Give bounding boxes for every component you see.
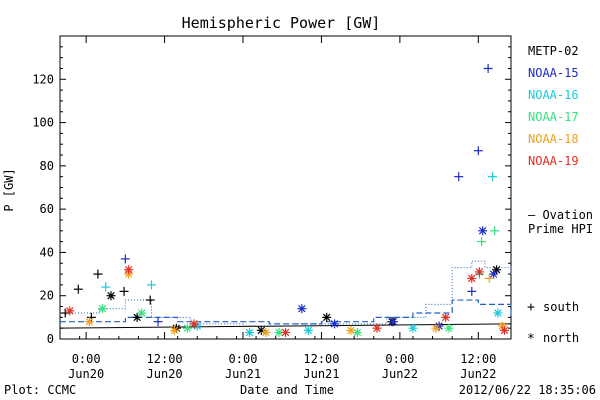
x-tick-date-label: Jun22: [382, 367, 418, 381]
ovation-legend-line1: — Ovation: [528, 208, 593, 222]
x-tick-time-label: 12:00: [303, 352, 339, 366]
legend-entry-noaa-16: NOAA-16: [528, 88, 579, 102]
x-tick-time-label: 12:00: [147, 352, 183, 366]
x-tick-time-label: 0:00: [229, 352, 258, 366]
data-point-noaa-15-north: [489, 269, 499, 279]
x-tick-time-label: 0:00: [72, 352, 101, 366]
north-marker-symbol: *: [527, 332, 535, 347]
data-point-noaa-16-north: [408, 323, 418, 333]
legend-entry-noaa-17: NOAA-17: [528, 110, 579, 124]
data-point-noaa-16-north: [303, 325, 313, 335]
data-point-noaa-15-south: [120, 254, 130, 264]
data-point-noaa-15-north: [478, 226, 488, 236]
legend-entry-noaa-19: NOAA-19: [528, 154, 579, 168]
north-marker-label: north: [543, 331, 579, 345]
data-point-noaa-19-north: [499, 325, 509, 335]
data-point-noaa-18-south: [484, 273, 494, 283]
y-tick-label: 120: [32, 72, 54, 86]
data-point-noaa-15-south: [454, 172, 464, 182]
data-point-metp-02-north: [492, 265, 502, 275]
data-point-noaa-15-north: [330, 319, 340, 329]
data-point-noaa-16-south: [487, 172, 497, 182]
data-point-noaa-17-north: [97, 304, 107, 314]
y-tick-label: 100: [32, 116, 54, 130]
y-tick-label: 40: [40, 245, 54, 259]
x-tick-date-label: Jun22: [460, 367, 496, 381]
data-point-noaa-16-north: [493, 308, 503, 318]
ovation-legend-line2: Prime HPI: [528, 222, 593, 236]
south-marker-label: south: [543, 300, 579, 314]
data-point-noaa-17-north: [444, 323, 454, 333]
data-point-noaa-19-north: [441, 312, 451, 322]
y-tick-label: 80: [40, 159, 54, 173]
data-point-noaa-17-south: [490, 226, 500, 236]
data-point-noaa-19-north: [474, 267, 484, 277]
data-point-noaa-15-north: [297, 304, 307, 314]
data-point-noaa-16-south: [147, 280, 157, 290]
x-tick-time-label: 0:00: [385, 352, 414, 366]
data-point-noaa-15-north: [388, 317, 398, 327]
x-tick-date-label: Jun20: [147, 367, 183, 381]
legend-entry-metp-02: METP-02: [528, 44, 579, 58]
data-point-noaa-18-north: [261, 328, 271, 338]
data-point-noaa-19-north: [65, 306, 75, 316]
data-point-noaa-17-north: [352, 328, 362, 338]
data-point-noaa-16-south: [101, 282, 111, 292]
x-tick-date-label: Jun21: [225, 367, 261, 381]
x-axis: 0:00Jun2012:00Jun200:00Jun2112:00Jun210:…: [59, 36, 512, 381]
south-marker-symbol: +: [527, 300, 535, 315]
data-point-metp-02-north: [106, 291, 116, 301]
legend-entry-noaa-15: NOAA-15: [528, 66, 579, 80]
data-point-noaa-17-north: [137, 308, 147, 318]
data-point-noaa-19-north: [281, 328, 290, 338]
data-point-metp-02-south: [73, 284, 83, 294]
data-point-metp-02-south: [145, 295, 155, 305]
data-point-noaa-19-north: [467, 273, 477, 283]
data-point-noaa-15-south: [467, 286, 477, 296]
data-point-noaa-16-north: [245, 328, 255, 338]
data-point-metp-02-south: [119, 286, 129, 296]
ovation-north-line: [60, 299, 512, 325]
data-point-noaa-17-north: [274, 328, 284, 338]
data-point-noaa-18-north: [169, 325, 179, 335]
x-tick-date-label: Jun20: [68, 367, 104, 381]
series-legend: METP-02 NOAA-15 NOAA-16 NOAA-17 NOAA-18 NOAA-…: [528, 44, 579, 168]
y-axis-label: P [GW]: [2, 168, 16, 211]
footer-plot-credit: Plot: CCMC: [4, 383, 76, 397]
data-point-noaa-19-north: [372, 323, 382, 333]
data-point-noaa-17-south: [477, 237, 487, 247]
footer-timestamp: 2012/06/22 18:35:06: [459, 383, 596, 397]
chart-title: Hemispheric Power [GW]: [182, 14, 381, 32]
x-tick-time-label: 12:00: [460, 352, 496, 366]
y-tick-label: 20: [40, 289, 54, 303]
data-point-noaa-17-north: [182, 323, 192, 333]
data-point-metp-02-south: [93, 269, 103, 279]
x-tick-date-label: Jun21: [303, 367, 339, 381]
data-point-noaa-15-south: [473, 146, 483, 156]
data-point-noaa-19-north: [124, 265, 134, 275]
data-point-metp-02-north: [322, 312, 332, 322]
data-point-noaa-15-south: [153, 317, 163, 327]
data-point-noaa-18-north: [431, 323, 441, 333]
x-axis-label: Date and Time: [240, 383, 334, 397]
data-point-noaa-18-north: [346, 325, 356, 335]
legend-entry-noaa-18: NOAA-18: [528, 132, 579, 146]
data-point-noaa-19-north: [189, 319, 199, 329]
y-tick-label: 0: [47, 332, 54, 346]
plot-frame: [59, 35, 512, 340]
y-tick-label: 60: [40, 202, 54, 216]
y-axis: 0 20 40 60 80 100 120: [32, 46, 511, 346]
data-points: [60, 63, 509, 338]
data-point-noaa-15-south: [483, 63, 493, 73]
data-point-noaa-18-north: [84, 317, 94, 327]
